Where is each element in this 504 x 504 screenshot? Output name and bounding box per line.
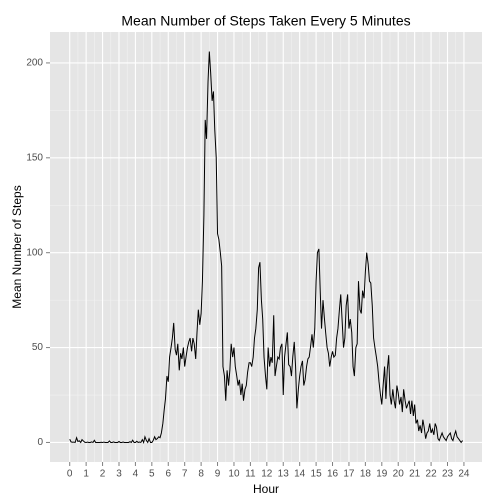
line <box>69 51 464 444</box>
x-tick-label: 6 <box>165 469 171 480</box>
y-tick-label: 150 <box>26 152 43 163</box>
x-tick-label: 16 <box>327 469 339 480</box>
x-tick-label: 4 <box>133 469 139 480</box>
x-tick-label: 12 <box>261 469 273 480</box>
y-tick-label: 0 <box>37 437 43 448</box>
x-tick-label: 23 <box>442 469 454 480</box>
x-tick-label: 9 <box>215 469 221 480</box>
x-tick-label: 22 <box>426 469 438 480</box>
x-axis-label: Hour <box>253 482 279 496</box>
x-tick-label: 19 <box>376 469 388 480</box>
x-tick-label: 14 <box>294 469 306 480</box>
y-tick-label: 200 <box>26 58 43 69</box>
x-tick-label: 8 <box>198 469 204 480</box>
x-tick-label: 11 <box>245 469 256 480</box>
x-tick-label: 10 <box>228 469 240 480</box>
y-axis-label: Mean Number of Steps <box>10 185 24 308</box>
x-tick-label: 7 <box>182 469 188 480</box>
x-tick-label: 15 <box>311 469 323 480</box>
x-tick-label: 3 <box>116 469 122 480</box>
y-tick-label: 100 <box>26 247 43 258</box>
x-tick-label: 1 <box>83 469 89 480</box>
x-tick-label: 5 <box>149 469 155 480</box>
x-tick-label: 24 <box>458 469 470 480</box>
x-tick-label: 17 <box>343 469 355 480</box>
x-tick-label: 13 <box>278 469 290 480</box>
x-tick-label: 2 <box>100 469 106 480</box>
x-tick-label: 18 <box>360 469 372 480</box>
y-tick-label: 50 <box>32 342 44 353</box>
chart-title: Mean Number of Steps Taken Every 5 Minut… <box>121 13 410 29</box>
panel <box>50 32 482 462</box>
x-tick-label: 0 <box>67 469 73 480</box>
x-tick-label: 20 <box>393 469 405 480</box>
x-tick-label: 21 <box>409 469 421 480</box>
